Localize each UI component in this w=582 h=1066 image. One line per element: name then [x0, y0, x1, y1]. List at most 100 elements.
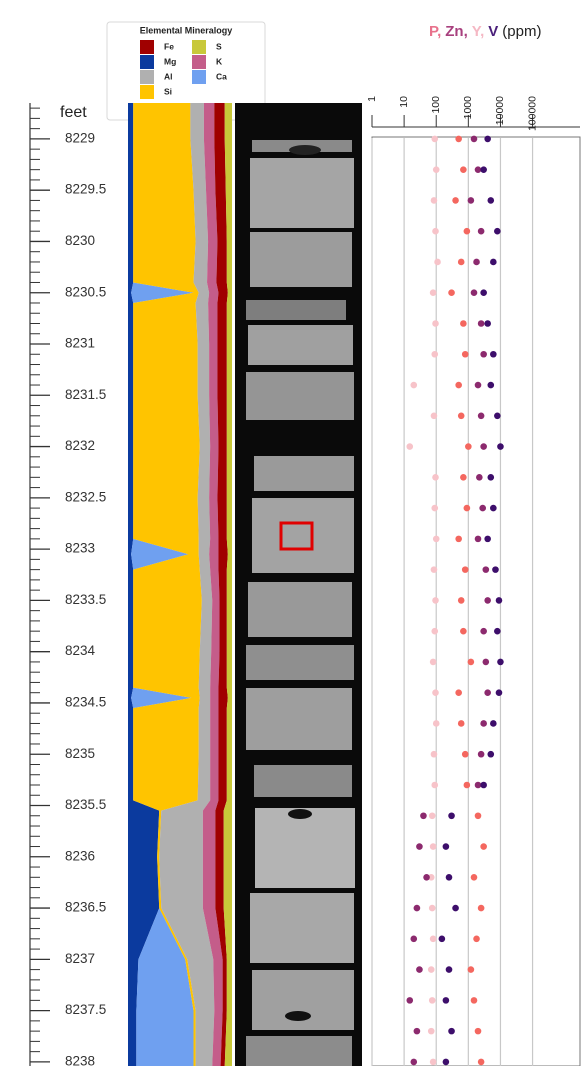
data-point	[455, 136, 462, 143]
x-tick-label: 1000	[462, 96, 474, 120]
data-point	[478, 228, 485, 235]
data-point	[475, 812, 482, 819]
data-point	[432, 597, 439, 604]
depth-label: 8231.5	[65, 387, 106, 402]
data-point	[432, 474, 439, 481]
data-point	[490, 505, 497, 512]
ct-block	[250, 893, 354, 963]
depth-label: 8229	[65, 130, 95, 145]
data-point	[443, 997, 450, 1004]
legend-label: Al	[164, 71, 173, 81]
legend-swatch	[140, 70, 154, 84]
legend-label: Fe	[164, 41, 174, 51]
depth-label: 8235.5	[65, 797, 106, 812]
data-point	[490, 351, 497, 358]
legend-label: K	[216, 56, 223, 66]
data-point	[431, 136, 438, 143]
data-point	[410, 1059, 417, 1066]
data-point	[480, 720, 487, 727]
ct-block	[250, 158, 354, 228]
data-point	[480, 351, 487, 358]
ct-void	[285, 1011, 311, 1021]
depth-label: 8234.5	[65, 695, 106, 710]
data-point	[406, 443, 413, 450]
data-point	[484, 597, 491, 604]
data-point	[487, 751, 494, 758]
ct-void	[288, 809, 312, 819]
data-point	[430, 289, 437, 296]
depth-label: 8230.5	[65, 284, 106, 299]
data-point	[480, 289, 487, 296]
title-part: V	[488, 23, 498, 40]
data-point	[455, 382, 462, 389]
data-point	[420, 812, 427, 819]
data-point	[432, 320, 439, 327]
depth-label: 8230	[65, 233, 95, 248]
data-point	[432, 689, 439, 696]
data-point	[460, 320, 467, 327]
data-point	[462, 351, 469, 358]
data-point	[410, 936, 417, 943]
data-point	[433, 720, 440, 727]
data-point	[480, 628, 487, 635]
depth-label: 8238	[65, 1053, 95, 1066]
data-point	[497, 659, 504, 666]
data-point	[460, 628, 467, 635]
data-point	[448, 289, 455, 296]
data-point	[431, 782, 438, 789]
ct-void	[289, 145, 321, 155]
data-point	[416, 843, 423, 850]
data-point	[480, 443, 487, 450]
data-point	[478, 751, 485, 758]
data-point	[431, 505, 438, 512]
data-point	[471, 874, 478, 881]
data-point	[475, 782, 482, 789]
legend-title: Elemental Mineralogy	[140, 25, 233, 35]
data-point	[480, 843, 487, 850]
data-point	[468, 197, 475, 204]
x-tick-label: 100	[430, 96, 442, 114]
data-point	[452, 905, 459, 912]
depth-label: 8237	[65, 951, 95, 966]
data-point	[431, 197, 438, 204]
data-point	[429, 905, 436, 912]
data-point	[492, 566, 499, 573]
data-point	[484, 689, 491, 696]
legend-swatch	[140, 40, 154, 54]
data-point	[433, 166, 440, 173]
data-point	[432, 228, 439, 235]
data-point	[462, 566, 469, 573]
depth-label: 8236	[65, 848, 95, 863]
legend-label: Si	[164, 86, 172, 96]
data-point	[464, 228, 471, 235]
data-point	[473, 936, 480, 943]
data-point	[494, 628, 501, 635]
data-point	[462, 751, 469, 758]
ct-block	[252, 498, 354, 573]
data-point	[487, 474, 494, 481]
depth-label: 8237.5	[65, 1002, 106, 1017]
core-log: Elemental Mineralogy feet P,Zn,Y,V(ppm) …	[0, 0, 582, 1066]
data-point	[473, 259, 480, 266]
data-point	[431, 351, 438, 358]
data-point	[497, 443, 504, 450]
data-point	[480, 166, 487, 173]
ct-block	[252, 970, 354, 1030]
ct-block	[248, 325, 353, 365]
data-point	[475, 536, 482, 543]
data-point	[487, 382, 494, 389]
data-point	[429, 812, 436, 819]
data-point	[484, 320, 491, 327]
data-point	[428, 966, 435, 973]
ct-block	[246, 645, 354, 680]
x-tick-label: 100000	[526, 96, 538, 131]
data-point	[433, 536, 440, 543]
data-point	[476, 474, 483, 481]
data-point	[443, 843, 450, 850]
title-part: Y,	[472, 23, 485, 40]
legend-swatch	[140, 85, 154, 99]
data-point	[406, 997, 413, 1004]
data-point	[484, 136, 491, 143]
data-point	[483, 659, 490, 666]
data-point	[443, 1059, 450, 1066]
